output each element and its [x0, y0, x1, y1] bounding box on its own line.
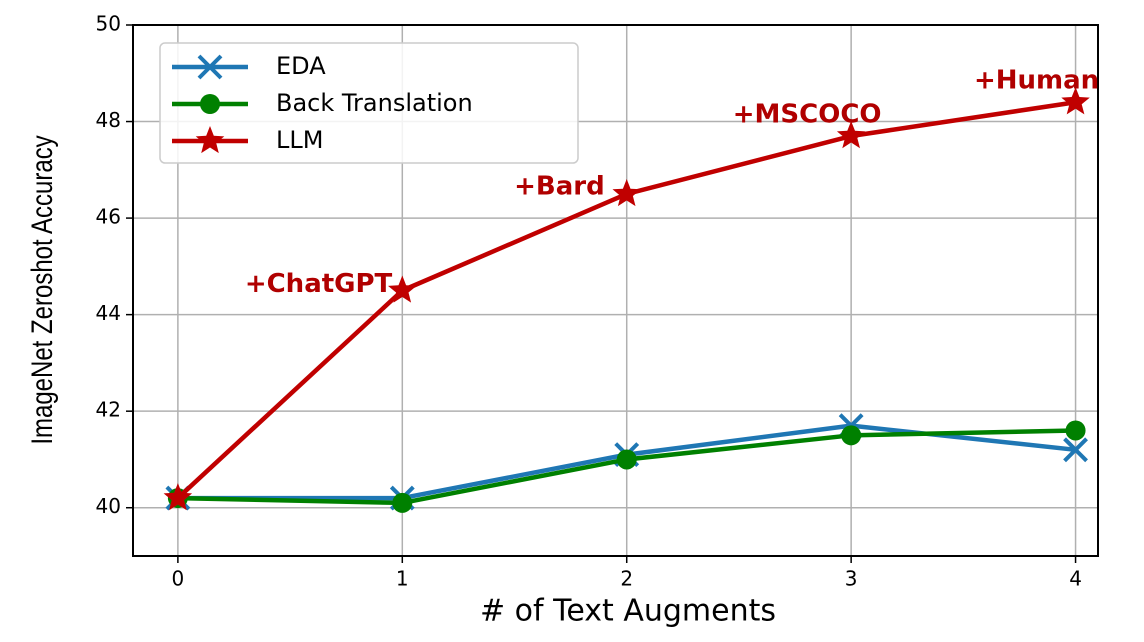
annotation: +MSCOCO: [733, 100, 882, 130]
legend-label: LLM: [276, 126, 323, 154]
annotation: +Human: [974, 66, 1099, 96]
annotation: +Bard: [514, 171, 605, 201]
marker-star: [195, 126, 225, 154]
marker-star: [388, 275, 417, 303]
marker-x: [197, 54, 223, 80]
marker-circle: [392, 492, 413, 513]
marker-star: [1061, 87, 1090, 115]
marker-circle: [1065, 420, 1086, 441]
x-axis-label: # of Text Augments: [480, 594, 776, 629]
x-tick-label: 4: [1069, 567, 1082, 591]
marker-star: [163, 483, 193, 511]
marker-circle: [616, 449, 637, 470]
legend-box: [159, 42, 579, 164]
marker-circle: [841, 425, 862, 446]
legend-label: EDA: [276, 52, 326, 80]
y-tick-label: 50: [96, 12, 121, 36]
legend-label: Back Translation: [276, 89, 473, 117]
y-tick-label: 44: [96, 301, 121, 325]
y-tick-label: 40: [96, 494, 121, 518]
x-tick-label: 2: [620, 567, 633, 591]
legend: EDA Back Translation LLM: [159, 42, 579, 164]
x-tick-label: 1: [396, 567, 409, 591]
x-tick-label: 0: [172, 567, 185, 591]
plot-frame: [132, 24, 1099, 557]
y-axis-label: ImageNet Zeroshot Accuracy: [24, 135, 58, 445]
y-tick-label: 48: [96, 108, 121, 132]
marker-star: [612, 179, 641, 207]
annotation: +ChatGPT: [245, 269, 393, 299]
y-tick-label: 46: [96, 205, 121, 229]
marker-circle: [200, 94, 220, 114]
x-tick-label: 3: [845, 567, 858, 591]
marker-x: [1063, 437, 1088, 463]
marker-star: [836, 121, 866, 149]
plot-area: [163, 87, 1090, 513]
y-tick-label: 42: [96, 398, 121, 422]
